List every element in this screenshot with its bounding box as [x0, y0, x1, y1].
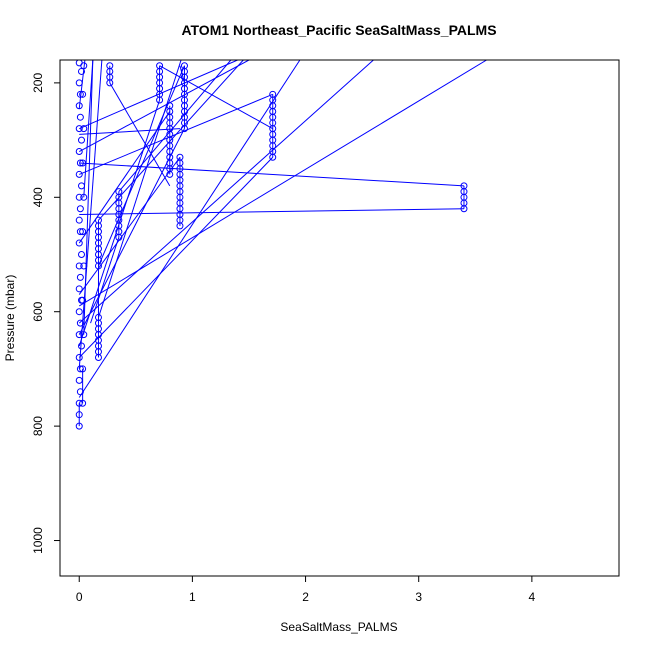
connector-line — [118, 60, 232, 192]
x-tick-label: 0 — [76, 590, 83, 604]
x-tick-label: 1 — [189, 590, 196, 604]
data-point — [76, 319, 84, 327]
x-tick-label: 3 — [415, 590, 422, 604]
data-point — [76, 388, 84, 396]
data-point — [76, 273, 84, 281]
data-point — [79, 399, 87, 407]
x-tick-label: 4 — [529, 590, 536, 604]
data-point — [75, 399, 83, 407]
data-point — [75, 170, 83, 178]
data-point — [76, 205, 84, 213]
plot-frame — [59, 59, 620, 577]
data-point — [115, 188, 123, 196]
data-point — [80, 62, 88, 70]
connector-line — [78, 156, 274, 358]
data-point — [156, 62, 164, 70]
data-points — [75, 60, 468, 430]
data-point — [75, 148, 83, 156]
connector-line — [109, 82, 171, 187]
chart-title: ATOM1 Northeast_Pacific SeaSaltMass_PALM… — [181, 22, 496, 38]
data-point — [75, 353, 83, 361]
data-point — [176, 153, 184, 161]
data-point — [78, 251, 85, 259]
connector-line — [78, 156, 181, 295]
connector-line — [79, 162, 465, 187]
data-point — [80, 262, 88, 270]
connector-line — [78, 60, 250, 152]
data-point — [460, 182, 468, 190]
data-point — [76, 365, 84, 373]
y-tick-label: 800 — [31, 416, 45, 436]
connector-line — [78, 60, 103, 369]
data-point — [79, 296, 87, 304]
data-point — [78, 182, 85, 190]
connector-line — [78, 111, 171, 244]
connector-lines — [78, 60, 487, 427]
data-point — [76, 113, 84, 121]
axes: 0 1 2 3 4 200 400 600 800 1000 — [31, 73, 536, 604]
data-point — [76, 90, 84, 98]
data-point — [75, 411, 83, 419]
connector-line — [98, 60, 244, 221]
data-point — [79, 159, 87, 167]
data-point — [75, 331, 83, 339]
x-tick-label: 2 — [302, 590, 309, 604]
data-point — [78, 342, 85, 350]
y-tick-label: 1000 — [31, 527, 45, 554]
data-point — [80, 193, 88, 201]
connector-line — [159, 65, 273, 130]
data-point — [75, 422, 83, 430]
connector-line — [98, 65, 185, 267]
data-point — [180, 62, 188, 70]
data-point — [75, 376, 83, 384]
connector-line — [78, 60, 374, 324]
data-point — [75, 125, 83, 133]
data-point — [80, 331, 88, 339]
data-point — [78, 136, 85, 144]
x-axis-label: SeaSaltMass_PALMS — [280, 620, 397, 634]
data-point — [75, 262, 83, 270]
data-point — [76, 228, 84, 236]
data-point — [94, 313, 102, 321]
data-point — [75, 79, 83, 87]
connector-line — [83, 60, 94, 198]
connector-line — [97, 60, 182, 318]
data-point — [76, 159, 84, 167]
data-point — [75, 239, 83, 247]
data-point — [166, 102, 174, 110]
data-point — [75, 285, 83, 293]
connector-line — [78, 60, 487, 307]
data-point — [269, 90, 277, 98]
connector-line — [78, 60, 301, 398]
data-point — [75, 308, 83, 316]
connector-line — [79, 128, 180, 135]
y-tick-label: 200 — [31, 73, 45, 93]
data-point — [106, 62, 114, 70]
data-point — [78, 67, 85, 75]
data-point — [79, 90, 87, 98]
connector-line — [90, 237, 120, 324]
data-point — [75, 102, 83, 110]
connector-line — [79, 208, 464, 215]
data-point — [79, 365, 87, 373]
data-point — [80, 125, 88, 133]
y-tick-label: 400 — [31, 187, 45, 207]
y-axis-label: Pressure (mbar) — [3, 275, 17, 362]
data-point — [75, 193, 83, 201]
y-tick-label: 600 — [31, 301, 45, 321]
data-point — [75, 216, 83, 224]
connector-line — [79, 60, 238, 130]
data-point — [79, 228, 87, 236]
data-point — [94, 216, 102, 224]
